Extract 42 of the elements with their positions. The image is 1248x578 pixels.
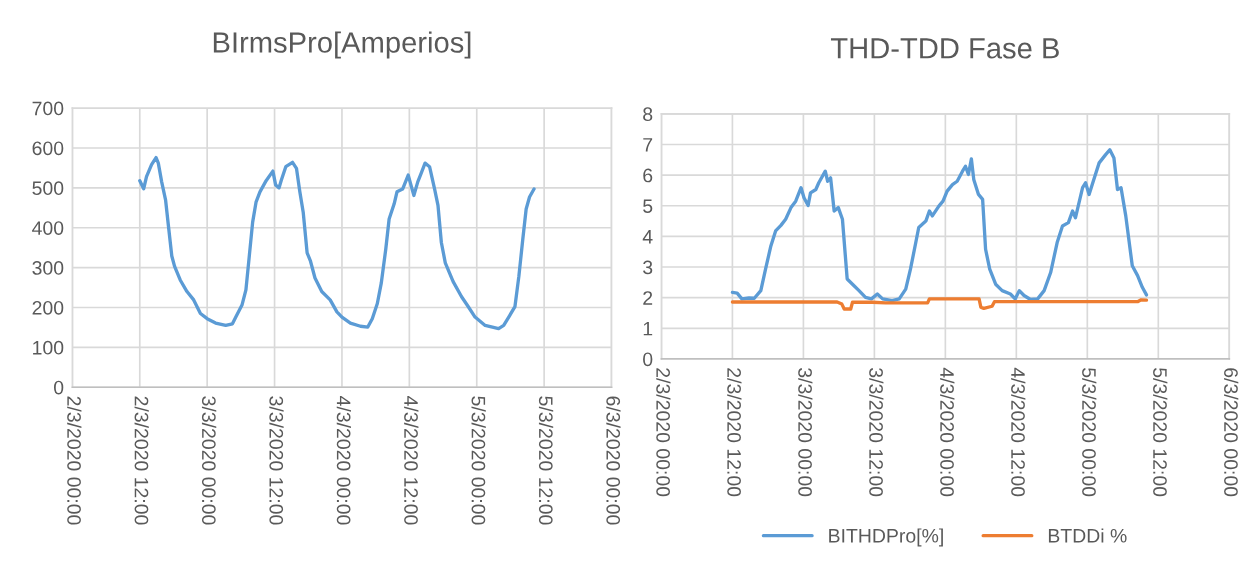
- x-tick-label: 5/3/2020 12:00: [538, 396, 554, 525]
- y-tick-label: 600: [32, 141, 64, 156]
- x-tick-label: 5/3/2020 12:00: [1153, 368, 1168, 497]
- x-tick-label: 5/3/2020 00:00: [1082, 368, 1097, 497]
- x-tick-label: 2/3/2020 00:00: [656, 368, 671, 497]
- x-tick-label: 6/3/2020 00:00: [1224, 368, 1239, 497]
- x-tick-label: 4/3/2020 00:00: [336, 396, 352, 525]
- x-tick-label: 3/3/2020 12:00: [269, 396, 284, 525]
- y-tick-label: 200: [32, 300, 64, 315]
- line-series: [138, 155, 536, 331]
- y-tick-label: 3: [643, 260, 653, 275]
- x-tick-label: 5/3/2020 00:00: [471, 396, 486, 525]
- x-tick-label: 3/3/2020 12:00: [869, 368, 884, 497]
- y-tick-label: 0: [643, 352, 653, 367]
- y-tick-label: 1: [643, 321, 653, 336]
- y-tick-label: 100: [33, 340, 64, 355]
- y-tick-label: 4: [642, 230, 653, 244]
- y-tick-label: 500: [32, 181, 64, 196]
- y-tick-label: 8: [643, 107, 653, 122]
- x-tick-label: 2/3/2020 00:00: [67, 396, 82, 525]
- x-tick-label: 2/3/2020 12:00: [134, 396, 149, 525]
- y-tick-label: 5: [643, 199, 653, 213]
- x-tick-label: 3/3/2020 00:00: [201, 396, 217, 525]
- y-tick-label: 300: [32, 261, 64, 275]
- chart-title: BIrmsPro[Amperios]: [213, 31, 471, 59]
- x-tick-label: 4/3/2020 00:00: [940, 367, 955, 497]
- line-series: [730, 297, 1149, 311]
- x-tick-label: 2/3/2020 12:00: [727, 368, 742, 497]
- y-tick-label: 700: [32, 101, 64, 116]
- x-tick-label: 4/3/2020 12:00: [404, 396, 419, 525]
- legend-label: BITHDPro[%]: [829, 528, 943, 547]
- chart-title: THD-TDD Fase B: [830, 38, 1059, 59]
- x-tick-label: 4/3/2020 12:00: [1011, 367, 1026, 497]
- y-tick-label: 400: [32, 221, 64, 235]
- y-tick-label: 2: [643, 291, 653, 305]
- y-tick-label: 6: [643, 168, 653, 183]
- line-series: [730, 148, 1149, 303]
- x-tick-label: 3/3/2020 00:00: [798, 368, 813, 497]
- y-tick-label: 7: [643, 138, 653, 152]
- x-tick-label: 6/3/2020 00:00: [606, 396, 621, 525]
- legend-label: BTDDi %: [1048, 528, 1127, 543]
- y-tick-label: 0: [54, 380, 64, 395]
